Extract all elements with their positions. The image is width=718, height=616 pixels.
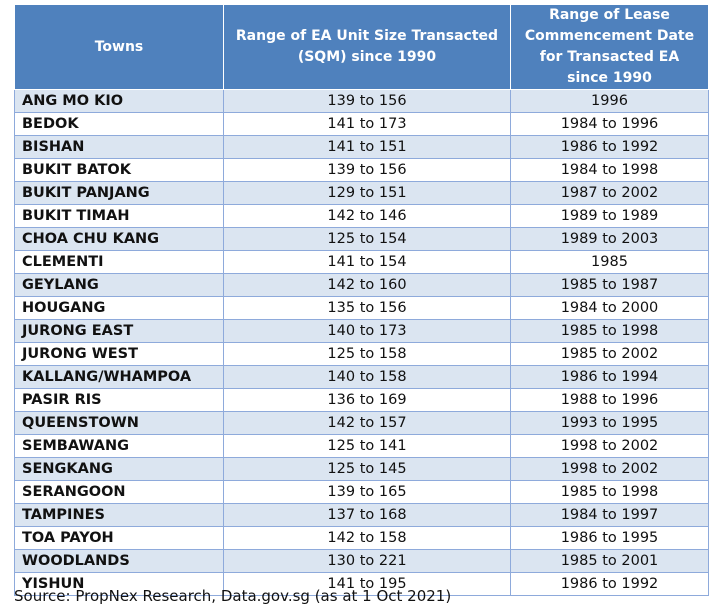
- table-row: QUEENSTOWN 142 to 157 1993 to 1995: [14, 411, 709, 435]
- town-cell: HOUGANG: [14, 296, 224, 320]
- unit-size-cell: 136 to 169: [223, 388, 511, 412]
- unit-size-cell: 125 to 145: [223, 457, 511, 481]
- ea-transactions-table: Towns Range of EA Unit Size Transacted (…: [14, 4, 709, 596]
- table-row: YISHUN 141 to 195 1986 to 1992: [14, 572, 709, 596]
- unit-size-cell: 142 to 158: [223, 526, 511, 550]
- lease-date-cell: 1985: [510, 250, 709, 274]
- table-row: BISHAN 141 to 151 1986 to 1992: [14, 135, 709, 159]
- town-cell: JURONG EAST: [14, 319, 224, 343]
- lease-date-cell: 1993 to 1995: [510, 411, 709, 435]
- table-row: CLEMENTI 141 to 154 1985: [14, 250, 709, 274]
- unit-size-cell: 130 to 221: [223, 549, 511, 573]
- unit-size-cell: 139 to 165: [223, 480, 511, 504]
- lease-date-cell: 1996: [510, 89, 709, 113]
- unit-size-cell: 142 to 146: [223, 204, 511, 228]
- lease-date-cell: 1985 to 1998: [510, 480, 709, 504]
- lease-date-cell: 1989 to 1989: [510, 204, 709, 228]
- unit-size-cell: 141 to 151: [223, 135, 511, 159]
- unit-size-cell: 125 to 154: [223, 227, 511, 251]
- lease-date-cell: 1986 to 1994: [510, 365, 709, 389]
- table-header: Towns Range of EA Unit Size Transacted (…: [14, 4, 709, 90]
- lease-date-cell: 1998 to 2002: [510, 434, 709, 458]
- town-cell: SERANGOON: [14, 480, 224, 504]
- town-cell: YISHUN: [14, 572, 224, 596]
- town-cell: GEYLANG: [14, 273, 224, 297]
- table-row: SENGKANG 125 to 145 1998 to 2002: [14, 457, 709, 481]
- table-row: JURONG EAST 140 to 173 1985 to 1998: [14, 319, 709, 343]
- unit-size-cell: 141 to 173: [223, 112, 511, 136]
- town-cell: ANG MO KIO: [14, 89, 224, 113]
- town-cell: BUKIT BATOK: [14, 158, 224, 182]
- table-row: TAMPINES 137 to 168 1984 to 1997: [14, 503, 709, 527]
- table-row: KALLANG/WHAMPOA 140 to 158 1986 to 1994: [14, 365, 709, 389]
- lease-date-cell: 1984 to 1997: [510, 503, 709, 527]
- unit-size-cell: 142 to 157: [223, 411, 511, 435]
- table-row: BUKIT BATOK 139 to 156 1984 to 1998: [14, 158, 709, 182]
- lease-date-cell: 1986 to 1992: [510, 135, 709, 159]
- table-row: SERANGOON 139 to 165 1985 to 1998: [14, 480, 709, 504]
- unit-size-cell: 139 to 156: [223, 89, 511, 113]
- ea-transactions-table-container: Towns Range of EA Unit Size Transacted (…: [14, 4, 709, 596]
- unit-size-cell: 137 to 168: [223, 503, 511, 527]
- unit-size-cell: 135 to 156: [223, 296, 511, 320]
- unit-size-cell: 141 to 154: [223, 250, 511, 274]
- lease-date-cell: 1987 to 2002: [510, 181, 709, 205]
- table-row: PASIR RIS 136 to 169 1988 to 1996: [14, 388, 709, 412]
- source-note: Source: PropNex Research, Data.gov.sg (a…: [14, 587, 452, 605]
- unit-size-cell: 140 to 158: [223, 365, 511, 389]
- table-row: SEMBAWANG 125 to 141 1998 to 2002: [14, 434, 709, 458]
- lease-date-cell: 1998 to 2002: [510, 457, 709, 481]
- table-row: CHOA CHU KANG 125 to 154 1989 to 2003: [14, 227, 709, 251]
- table-row: BEDOK 141 to 173 1984 to 1996: [14, 112, 709, 136]
- unit-size-cell: 142 to 160: [223, 273, 511, 297]
- town-cell: CHOA CHU KANG: [14, 227, 224, 251]
- town-cell: CLEMENTI: [14, 250, 224, 274]
- table-row: GEYLANG 142 to 160 1985 to 1987: [14, 273, 709, 297]
- town-cell: WOODLANDS: [14, 549, 224, 573]
- table-row: BUKIT PANJANG 129 to 151 1987 to 2002: [14, 181, 709, 205]
- header-unit-size-range: Range of EA Unit Size Transacted (SQM) s…: [223, 4, 511, 90]
- header-row: Towns Range of EA Unit Size Transacted (…: [14, 4, 709, 90]
- table-body: ANG MO KIO 139 to 156 1996 BEDOK 141 to 173 1…: [14, 89, 709, 596]
- table-row: JURONG WEST 125 to 158 1985 to 2002: [14, 342, 709, 366]
- lease-date-cell: 1984 to 1998: [510, 158, 709, 182]
- unit-size-cell: 125 to 141: [223, 434, 511, 458]
- table-row: HOUGANG 135 to 156 1984 to 2000: [14, 296, 709, 320]
- town-cell: JURONG WEST: [14, 342, 224, 366]
- unit-size-cell: 125 to 158: [223, 342, 511, 366]
- unit-size-cell: 141 to 195: [223, 572, 511, 596]
- town-cell: KALLANG/WHAMPOA: [14, 365, 224, 389]
- header-towns: Towns: [14, 4, 224, 90]
- lease-date-cell: 1985 to 2001: [510, 549, 709, 573]
- town-cell: BUKIT PANJANG: [14, 181, 224, 205]
- table-row: BUKIT TIMAH 142 to 146 1989 to 1989: [14, 204, 709, 228]
- table-row: TOA PAYOH 142 to 158 1986 to 1995: [14, 526, 709, 550]
- unit-size-cell: 139 to 156: [223, 158, 511, 182]
- lease-date-cell: 1985 to 1998: [510, 319, 709, 343]
- lease-date-cell: 1989 to 2003: [510, 227, 709, 251]
- table-row: ANG MO KIO 139 to 156 1996: [14, 89, 709, 113]
- unit-size-cell: 129 to 151: [223, 181, 511, 205]
- lease-date-cell: 1988 to 1996: [510, 388, 709, 412]
- town-cell: TOA PAYOH: [14, 526, 224, 550]
- unit-size-cell: 140 to 173: [223, 319, 511, 343]
- town-cell: BISHAN: [14, 135, 224, 159]
- table-row: WOODLANDS 130 to 221 1985 to 2001: [14, 549, 709, 573]
- town-cell: BEDOK: [14, 112, 224, 136]
- lease-date-cell: 1986 to 1995: [510, 526, 709, 550]
- town-cell: PASIR RIS: [14, 388, 224, 412]
- town-cell: SENGKANG: [14, 457, 224, 481]
- lease-date-cell: 1984 to 2000: [510, 296, 709, 320]
- town-cell: QUEENSTOWN: [14, 411, 224, 435]
- town-cell: SEMBAWANG: [14, 434, 224, 458]
- town-cell: BUKIT TIMAH: [14, 204, 224, 228]
- lease-date-cell: 1985 to 1987: [510, 273, 709, 297]
- lease-date-cell: 1985 to 2002: [510, 342, 709, 366]
- lease-date-cell: 1984 to 1996: [510, 112, 709, 136]
- town-cell: TAMPINES: [14, 503, 224, 527]
- header-lease-date-range: Range of Lease Commencement Date for Tra…: [510, 4, 709, 90]
- lease-date-cell: 1986 to 1992: [510, 572, 709, 596]
